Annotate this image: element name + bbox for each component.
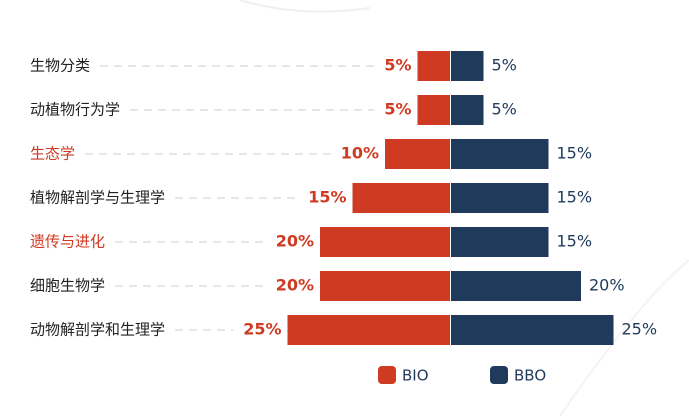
legend-swatch: [490, 366, 508, 384]
category-label: 动植物行为学: [30, 101, 120, 119]
value-label: 15%: [557, 232, 593, 251]
bar: [320, 271, 450, 301]
category-label: 动物解剖学和生理学: [30, 321, 165, 339]
bar: [417, 51, 450, 81]
category-label: 生态学: [30, 145, 75, 163]
value-label: 5%: [492, 56, 517, 75]
bar: [451, 95, 484, 125]
bar: [385, 139, 450, 169]
decoration: [559, 259, 689, 416]
bar: [352, 183, 450, 213]
bar: [451, 51, 484, 81]
bar: [451, 183, 549, 213]
bar: [451, 315, 614, 345]
decoration: [239, 0, 371, 13]
bar: [320, 227, 450, 257]
category-label: 细胞生物学: [30, 277, 105, 295]
value-label: 20%: [589, 276, 625, 295]
bar: [451, 227, 549, 257]
bar: [287, 315, 450, 345]
value-label: 20%: [276, 232, 314, 251]
value-label: 15%: [308, 188, 346, 207]
legend-label: BBO: [514, 367, 546, 385]
value-label: 5%: [384, 56, 411, 75]
value-label: 15%: [557, 144, 593, 163]
value-label: 5%: [384, 100, 411, 119]
value-label: 25%: [243, 320, 281, 339]
value-label: 10%: [341, 144, 379, 163]
bar: [417, 95, 450, 125]
value-label: 15%: [557, 188, 593, 207]
category-label: 遗传与进化: [30, 233, 105, 251]
category-label: 生物分类: [30, 57, 90, 75]
legend-label: BIO: [402, 367, 429, 385]
value-label: 5%: [492, 100, 517, 119]
category-label: 植物解剖学与生理学: [30, 189, 165, 207]
value-label: 25%: [622, 320, 658, 339]
bar: [451, 271, 581, 301]
value-label: 20%: [276, 276, 314, 295]
legend-swatch: [378, 366, 396, 384]
bar: [451, 139, 549, 169]
